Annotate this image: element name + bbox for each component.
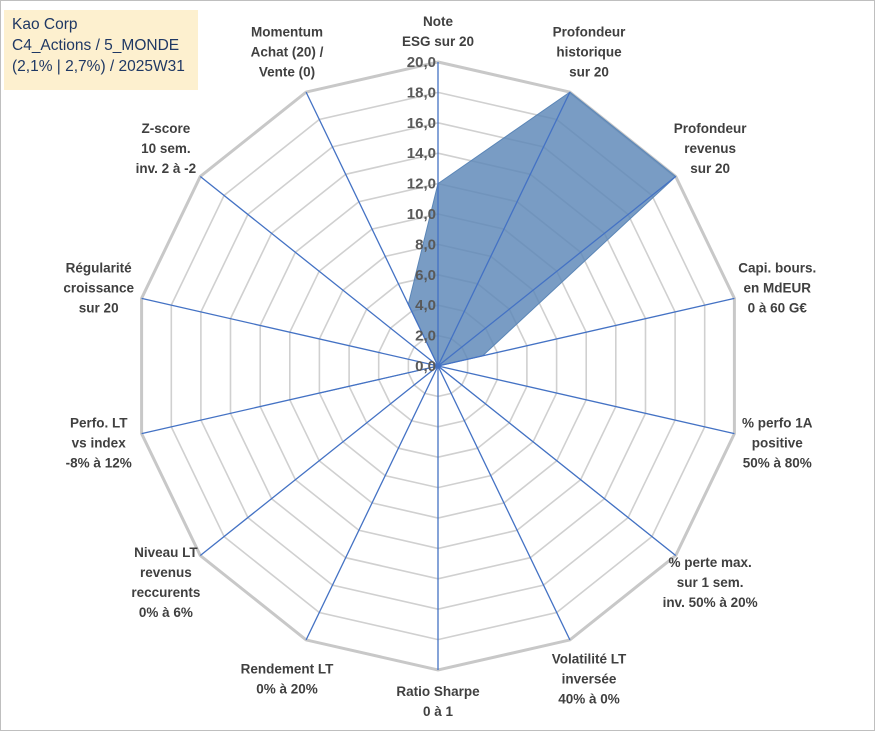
axis-spoke — [305, 365, 439, 641]
axis-label-line: -8% à 12% — [66, 455, 132, 470]
axis-label-line: Volatilité LT — [552, 652, 627, 667]
axis-spoke — [199, 175, 439, 367]
axis-spoke — [437, 175, 677, 367]
tick-label: 12,0 — [407, 176, 436, 193]
tick-label: 8,0 — [415, 236, 436, 253]
axis-label-line: 0% à 6% — [139, 605, 193, 620]
axis-label-line: historique — [556, 45, 622, 60]
axis-label-line: inversée — [562, 672, 617, 687]
axis-spoke — [141, 297, 439, 367]
axis-label-line: reccurents — [131, 585, 200, 600]
axis-spoke — [141, 365, 439, 435]
axis-label-line: Achat (20) / — [251, 45, 324, 60]
axis-label-line: Profondeur — [674, 121, 747, 136]
axis-label-line: inv. 50% à 20% — [663, 595, 758, 610]
axis-spoke — [437, 365, 571, 641]
axis-label: Rendement LT 0% à 20% — [241, 662, 335, 697]
info-category: C4_Actions / 5_MONDE — [12, 37, 180, 54]
axis-spoke — [305, 91, 439, 367]
axis-label-line: Régularité — [66, 261, 133, 276]
tick-label: 20,0 — [407, 54, 436, 71]
axis-label-line: 0 à 1 — [423, 704, 454, 719]
axis-label-line: vs index — [72, 435, 127, 450]
tick-label: 16,0 — [407, 115, 436, 132]
axis-label: Profondeur revenus sur 20 — [674, 121, 747, 176]
axis-label: Z-score 10 sem. inv. 2 à -2 — [136, 121, 197, 176]
axis-label-line: sur 20 — [690, 161, 730, 176]
tick-label: 14,0 — [407, 145, 436, 162]
axis-label-line: revenus — [140, 565, 192, 580]
axis-label-line: croissance — [63, 281, 134, 296]
tick-label: 18,0 — [407, 84, 436, 101]
axis-label-line: Capi. bours. — [738, 261, 816, 276]
axis-label: Régularité croissance sur 20 — [63, 261, 134, 316]
axis-label: Momentum Achat (20) / Vente (0) — [251, 25, 324, 80]
axis-label: Perfo. LT vs index -8% à 12% — [66, 415, 132, 470]
axis-label: Ratio Sharpe 0 à 1 — [396, 684, 480, 719]
axis-label-line: Note — [423, 14, 453, 29]
axis-label-line: 10 sem. — [141, 141, 191, 156]
axis-label-line: 40% à 0% — [558, 692, 620, 707]
axis-label-line: ESG sur 20 — [402, 34, 474, 49]
axis-label: Niveau LT revenus reccurents 0% à 6% — [131, 545, 200, 620]
axis-label-line: Vente (0) — [259, 65, 315, 80]
tick-label: 2,0 — [415, 328, 436, 345]
axis-spoke — [437, 365, 677, 557]
tick-label: 0,0 — [415, 358, 436, 375]
axis-label: Capi. bours. en MdEUR 0 à 60 G€ — [738, 261, 816, 316]
axis-label-line: positive — [752, 435, 804, 450]
axis-label: Volatilité LT inversée 40% à 0% — [552, 652, 627, 707]
axis-label-line: Ratio Sharpe — [396, 684, 480, 699]
axis-label-line: Rendement LT — [241, 662, 335, 677]
axis-label-line: en MdEUR — [744, 281, 812, 296]
axis-label-line: Perfo. LT — [70, 415, 128, 430]
axis-label-line: inv. 2 à -2 — [136, 161, 197, 176]
axis-label: % perte max. sur 1 sem. inv. 50% à 20% — [663, 555, 758, 610]
axis-spoke — [437, 365, 735, 435]
axis-label-line: 0% à 20% — [256, 682, 318, 697]
info-company: Kao Corp — [12, 16, 78, 33]
axis-spoke — [437, 91, 571, 367]
tick-label: 10,0 — [407, 206, 436, 223]
tick-label: 6,0 — [415, 267, 436, 284]
axis-label-line: 50% à 80% — [743, 455, 812, 470]
axis-label: Note ESG sur 20 — [402, 14, 474, 49]
axis-label-line: % perte max. — [668, 555, 751, 570]
axis-label-line: Momentum — [251, 25, 323, 40]
info-period: (2,1% | 2,7%) / 2025W31 — [12, 58, 185, 75]
axis-label: Profondeur historique sur 20 — [553, 25, 626, 80]
axis-label-line: sur 20 — [569, 65, 609, 80]
axis-label-line: Profondeur — [553, 25, 626, 40]
axis-label-line: sur 1 sem. — [677, 575, 744, 590]
axis-label: % perfo 1A positive 50% à 80% — [742, 415, 813, 470]
axis-label-line: 0 à 60 G€ — [748, 301, 808, 316]
axis-spoke — [437, 297, 735, 367]
info-box: Kao Corp C4_Actions / 5_MONDE (2,1% | 2,… — [4, 10, 198, 90]
axis-label-line: Z-score — [142, 121, 191, 136]
axis-label-line: revenus — [684, 141, 736, 156]
axis-label-line: sur 20 — [79, 301, 119, 316]
axis-label-line: Niveau LT — [134, 545, 198, 560]
tick-label: 4,0 — [415, 297, 436, 314]
axis-label-line: % perfo 1A — [742, 415, 813, 430]
axis-spoke — [199, 365, 439, 557]
